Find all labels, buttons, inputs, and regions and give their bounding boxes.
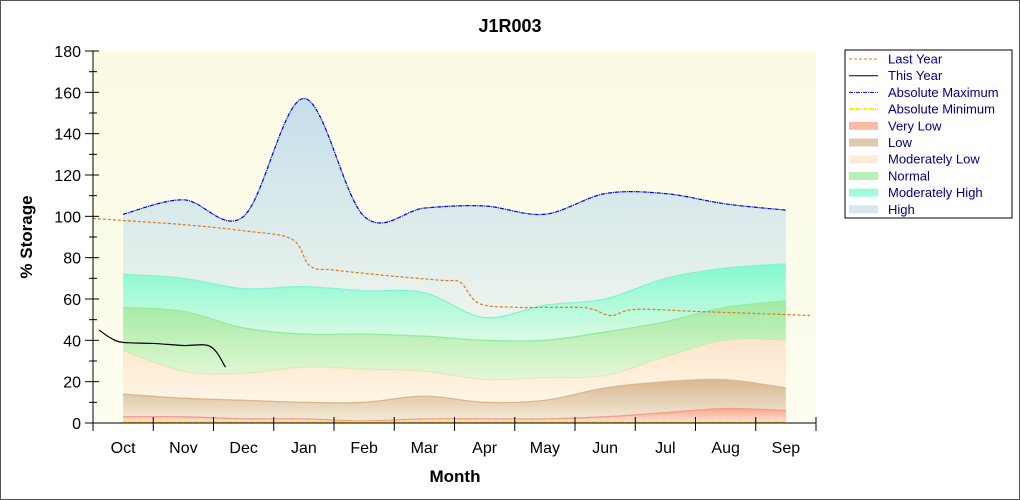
- band-normal: [123, 301, 786, 380]
- legend-item: Moderately Low: [888, 152, 980, 167]
- y-tick-label: 40: [63, 333, 81, 350]
- legend-swatch: [849, 155, 878, 164]
- y-tick-label: 100: [54, 209, 81, 226]
- legend-swatch: [849, 138, 878, 147]
- x-tick-label: Oct: [111, 440, 136, 457]
- y-tick-label: 120: [54, 168, 81, 185]
- legend-swatch: [849, 188, 878, 197]
- legend-item: Moderately High: [888, 185, 983, 200]
- legend-item: High: [888, 202, 915, 217]
- y-tick-label: 180: [54, 44, 81, 61]
- x-tick-label: Jul: [655, 440, 675, 457]
- y-tick-label: 60: [63, 292, 81, 309]
- chart-title: J1R003: [478, 16, 541, 36]
- x-tick-label: Jan: [291, 440, 317, 457]
- x-axis-label: Month: [430, 467, 481, 486]
- y-tick-label: 0: [72, 416, 81, 433]
- legend-item: This Year: [888, 68, 943, 83]
- legend-item: Absolute Maximum: [888, 85, 999, 100]
- x-tick-label: May: [530, 440, 560, 457]
- y-tick-label: 80: [63, 251, 81, 268]
- band-moderately-low: [123, 339, 786, 403]
- band-high: [123, 98, 786, 318]
- band-moderately-high: [123, 263, 786, 342]
- y-axis-label: % Storage: [17, 195, 36, 278]
- x-tick-label: Jun: [592, 440, 618, 457]
- x-tick-label: Feb: [350, 440, 378, 457]
- x-tick-label: Dec: [229, 440, 257, 457]
- y-tick-label: 160: [54, 85, 81, 102]
- legend-item: Last Year: [888, 52, 943, 67]
- x-tick-label: Aug: [711, 440, 739, 457]
- x-tick-label: Sep: [772, 440, 801, 457]
- y-tick-label: 20: [63, 375, 81, 392]
- y-tick-label: 140: [54, 127, 81, 144]
- series-this-year: [98, 329, 227, 368]
- series-last-year: [92, 217, 810, 317]
- series-absolute-maximum: [122, 97, 786, 224]
- legend-item: Absolute Minimum: [888, 102, 995, 117]
- legend-item: Low: [888, 135, 912, 150]
- legend-swatch: [849, 171, 878, 180]
- legend-item: Normal: [888, 168, 930, 183]
- legend-item: Very Low: [888, 118, 942, 133]
- legend-swatch: [849, 121, 878, 130]
- legend-swatch: [849, 205, 878, 214]
- band-low: [123, 379, 786, 421]
- x-tick-label: Mar: [411, 440, 439, 457]
- x-tick-label: Apr: [472, 440, 498, 457]
- x-tick-label: Nov: [169, 440, 197, 457]
